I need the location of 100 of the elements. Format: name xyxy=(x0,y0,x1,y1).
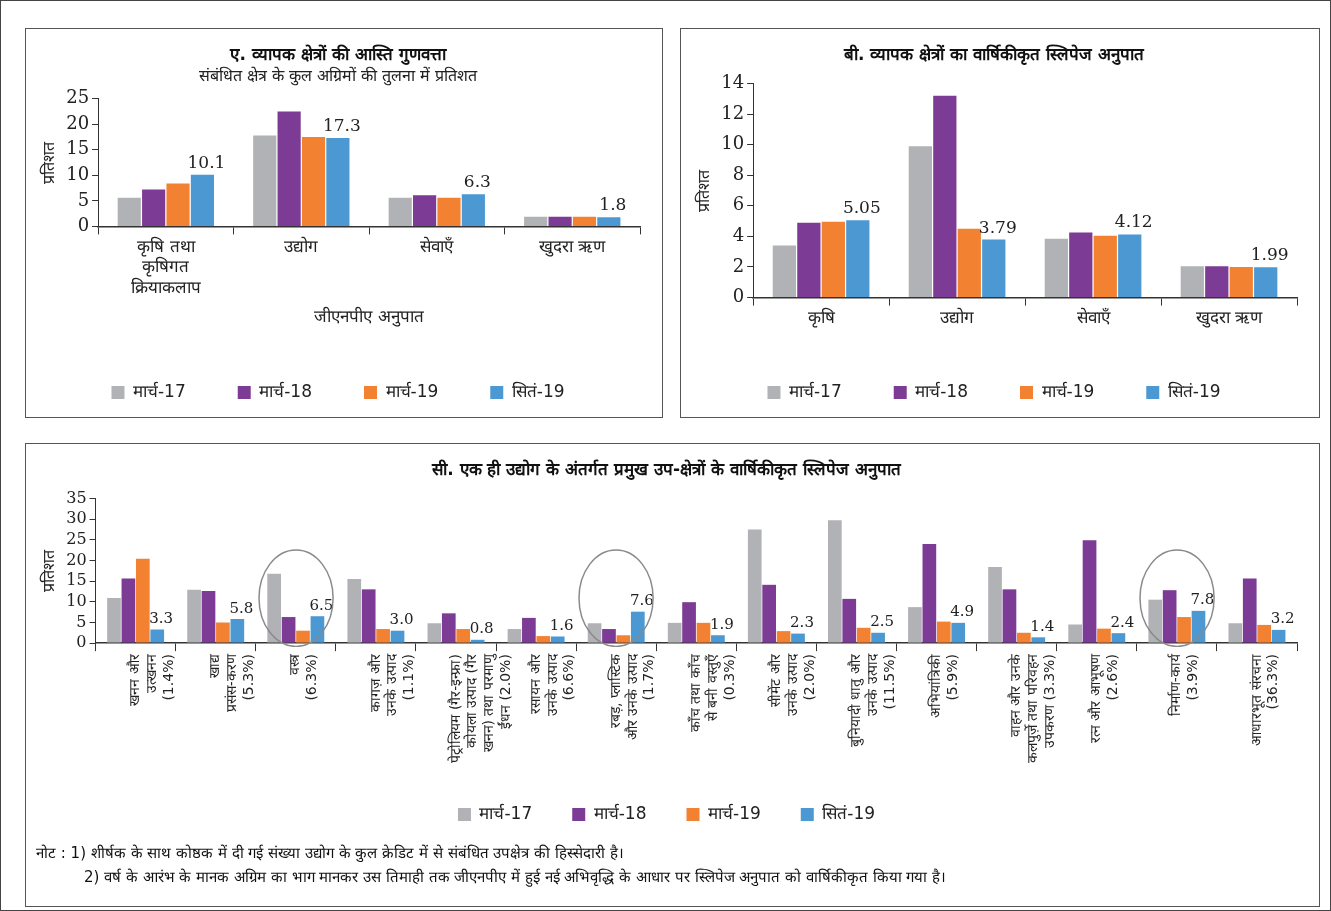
bar xyxy=(842,598,857,643)
data-label: 4.9 xyxy=(950,602,975,621)
data-label: 0.8 xyxy=(469,619,494,638)
x-tick-label: वस्त्र (6.3%) xyxy=(286,654,320,701)
y-axis-title: प्रतिशत xyxy=(38,548,58,592)
y-tick-label: 15 xyxy=(66,570,87,590)
bar xyxy=(107,598,121,643)
bar xyxy=(1205,266,1229,298)
bar xyxy=(1097,628,1111,643)
y-tick-label: 25 xyxy=(66,528,87,548)
y-tick-label: 35 xyxy=(66,487,87,507)
bar xyxy=(326,137,350,226)
bar xyxy=(507,629,522,643)
y-tick-label: 4 xyxy=(732,224,745,246)
bar xyxy=(253,135,277,226)
bar xyxy=(1228,623,1243,643)
x-tick-label: सीमेंट और उनके उत्पाद (2.0%) xyxy=(767,653,817,716)
x-tick-label: कृषि xyxy=(807,307,836,329)
bar xyxy=(187,589,201,643)
data-label: 10.1 xyxy=(187,151,226,172)
legend-label: मार्च-18 xyxy=(259,380,313,401)
legend-label: मार्च-18 xyxy=(593,802,647,823)
bar xyxy=(791,633,805,643)
y-tick-label: 5 xyxy=(76,611,87,631)
bar xyxy=(747,529,762,643)
x-tick-label: निर्माण-कार्य (3.9%) xyxy=(1167,653,1201,717)
y-tick-label: 0 xyxy=(76,632,87,652)
bar xyxy=(957,228,981,298)
x-tick-label: पेट्रोलियम (गैर-इन्फ्रा) कोयला उत्पाद (गैर खनन) तथा परमाणु ईंधन (2.0%) xyxy=(446,653,514,763)
bar xyxy=(982,239,1006,298)
bar xyxy=(135,558,150,643)
chart-subtitle: संबंधित क्षेत्र के कुल अग्रिमों की तुलना में प्रतिशत xyxy=(198,66,479,87)
legend-label: मार्च-17 xyxy=(479,802,533,823)
data-label: 1.4 xyxy=(1030,616,1055,635)
legend-label: मार्च-19 xyxy=(385,380,439,401)
data-label: 2.5 xyxy=(870,612,895,631)
y-tick-label: 20 xyxy=(66,549,87,569)
y-tick-label: 20 xyxy=(66,111,90,133)
bar xyxy=(1118,234,1142,298)
bar xyxy=(267,573,282,643)
y-tick-label: 30 xyxy=(66,508,87,528)
data-label: 2.4 xyxy=(1110,612,1135,631)
bar xyxy=(296,630,310,643)
data-label: 3.0 xyxy=(389,610,414,629)
bar xyxy=(522,617,536,643)
bar xyxy=(361,589,376,643)
x-axis-title: जीएनपीए अनुपात xyxy=(314,306,424,328)
bar xyxy=(1093,235,1117,298)
x-tick-label: खनन और उत्खनन (1.4%) xyxy=(126,654,176,706)
bar xyxy=(550,636,565,643)
y-tick-label: 10 xyxy=(66,590,87,610)
x-tick-label: सेवाएँ xyxy=(420,236,455,257)
bar xyxy=(190,174,214,226)
bar xyxy=(762,584,777,643)
bar xyxy=(216,622,230,643)
x-tick-label: उद्योग xyxy=(284,236,319,257)
bar xyxy=(772,245,796,298)
data-label: 5.8 xyxy=(229,598,254,617)
bar xyxy=(437,197,461,226)
legend-label: सितं-19 xyxy=(822,802,876,823)
x-tick-label: खाद्य प्रसंस-करण (5.3%) xyxy=(206,653,256,713)
bar xyxy=(828,520,842,643)
bar xyxy=(776,631,791,643)
bar xyxy=(117,197,141,226)
bar xyxy=(630,611,645,643)
bar xyxy=(230,619,245,643)
x-tick-label: आधारभूत संरचना (36.3%) xyxy=(1247,654,1281,746)
data-label: 3.79 xyxy=(978,216,1017,237)
x-tick-label: बुनियादी धातु और उनके उत्पाद (11.5%) xyxy=(847,653,897,748)
bar xyxy=(936,621,951,643)
y-tick-label: 25 xyxy=(66,86,90,108)
bar xyxy=(988,567,1002,643)
x-tick-label: रसायन और उनके उत्पाद (6.6%) xyxy=(526,653,577,716)
bar xyxy=(951,622,966,643)
bar xyxy=(376,629,390,643)
bar xyxy=(597,217,621,226)
x-tick-label: कागज़ और उनके उत्पाद (1.1%) xyxy=(366,653,417,716)
bar xyxy=(1180,266,1204,298)
bar xyxy=(856,627,871,643)
x-tick-label: खुदरा ऋण xyxy=(1195,307,1264,329)
y-tick-label: 5 xyxy=(77,188,90,210)
bar xyxy=(166,183,190,226)
x-tick-label: वाहन और उनके कलपुर्ज़े तथा परिवहन उपकरण (3.3%) xyxy=(1007,654,1057,764)
bar xyxy=(1068,624,1082,643)
y-tick-label: 8 xyxy=(732,162,745,184)
bar xyxy=(524,216,548,226)
bar xyxy=(711,635,725,643)
bar xyxy=(1177,617,1191,643)
chart-title: ए. व्यापक क्षेत्रों की आस्ति गुणवत्ता xyxy=(229,43,447,65)
bar xyxy=(616,635,631,643)
bar xyxy=(1082,540,1097,643)
legend-label: मार्च-17 xyxy=(132,380,186,401)
bar xyxy=(1271,629,1286,643)
bar xyxy=(1148,599,1163,643)
bar xyxy=(1229,267,1253,298)
x-tick-label: उद्योग xyxy=(940,307,975,328)
bar xyxy=(667,622,682,643)
chart-title: बी. व्यापक क्षेत्रों का वार्षिकीकृत स्लिपेज अनुपात xyxy=(843,43,1145,65)
bar xyxy=(281,617,296,643)
data-label: 3.3 xyxy=(149,608,174,627)
